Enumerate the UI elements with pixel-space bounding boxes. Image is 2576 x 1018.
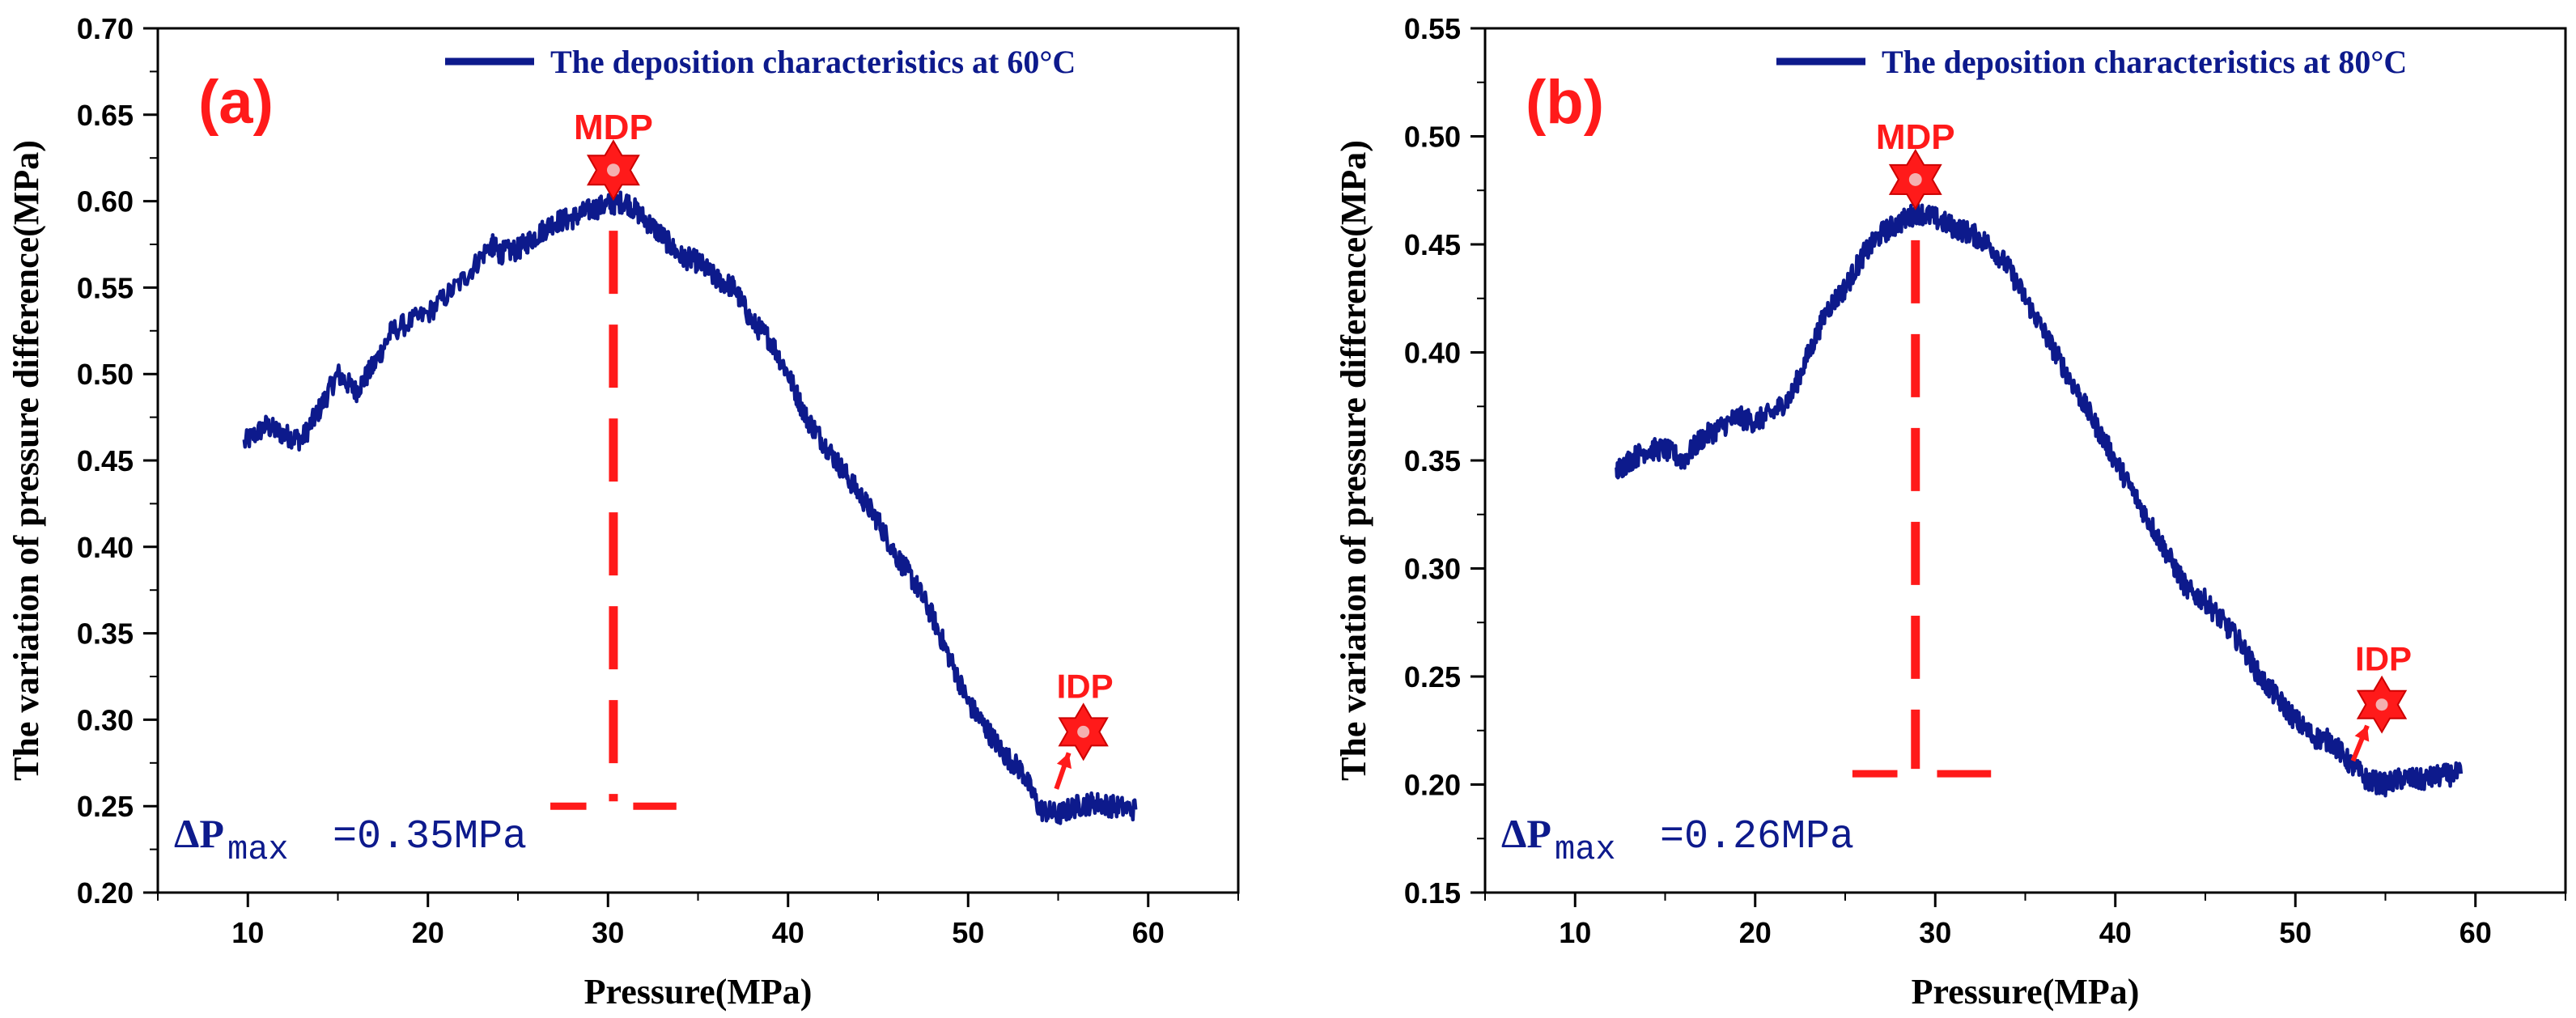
series-line bbox=[1615, 201, 2464, 798]
y-tick-label: 0.20 bbox=[1404, 769, 1461, 802]
idp-label: IDP bbox=[2355, 640, 2412, 678]
y-tick-label: 0.40 bbox=[77, 531, 134, 564]
y-tick-label: 0.45 bbox=[1404, 228, 1461, 261]
y-tick-label: 0.40 bbox=[1404, 337, 1461, 370]
y-tick-label: 0.70 bbox=[77, 12, 134, 45]
y-tick-label: 0.60 bbox=[77, 185, 134, 218]
x-tick-label: 60 bbox=[2459, 916, 2492, 949]
y-tick-label: 0.50 bbox=[77, 358, 134, 391]
x-axis-title: Pressure(MPa) bbox=[584, 972, 813, 1012]
mdp-label: MDP bbox=[574, 108, 653, 147]
x-tick-label: 60 bbox=[1132, 916, 1165, 949]
x-tick-label: 10 bbox=[1559, 916, 1591, 949]
chart-panel-a: 10 20 30 40 50 60 0.20 0.25 0.30 0.35 0.40 0.45 0.50… bbox=[6, 12, 1240, 1012]
panel-label: (b) bbox=[1526, 68, 1604, 137]
legend-label: The deposition characteristics at 80°C bbox=[1882, 44, 2407, 80]
delta-p-prefix: ΔP bbox=[174, 811, 224, 856]
y-tick-label: 0.30 bbox=[1404, 553, 1461, 586]
y-tick-label: 0.65 bbox=[77, 99, 134, 132]
mdp-label: MDP bbox=[1876, 117, 1955, 157]
delta-p-subscript: max bbox=[227, 830, 289, 869]
idp-star-core bbox=[1077, 725, 1090, 738]
plot-frame bbox=[156, 27, 1240, 894]
x-tick-label: 10 bbox=[231, 916, 264, 949]
x-tick-label: 40 bbox=[772, 916, 804, 949]
y-axis-title: The variation of pressure difference(MPa… bbox=[1334, 140, 1373, 781]
y-tick-label: 0.20 bbox=[77, 876, 134, 910]
x-tick-label: 30 bbox=[592, 916, 624, 949]
y-tick-label: 0.30 bbox=[77, 703, 134, 736]
y-tick-label: 0.55 bbox=[77, 271, 134, 304]
y-tick-label: 0.55 bbox=[1404, 12, 1461, 45]
series-line bbox=[242, 190, 1138, 825]
delta-p-subscript: max bbox=[1555, 830, 1616, 869]
y-tick-label: 0.35 bbox=[1404, 444, 1461, 477]
y-tick-label: 0.25 bbox=[1404, 660, 1461, 694]
y-tick-label: 0.50 bbox=[1404, 121, 1461, 154]
idp-star-core bbox=[2375, 698, 2388, 711]
x-tick-label: 20 bbox=[412, 916, 444, 949]
y-axis-title: The variation of pressure difference(MPa… bbox=[6, 140, 46, 781]
y-tick-label: 0.45 bbox=[77, 444, 134, 477]
x-axis-title: Pressure(MPa) bbox=[1912, 972, 2140, 1012]
x-tick-label: 30 bbox=[1919, 916, 1951, 949]
legend-label: The deposition characteristics at 60°C bbox=[550, 44, 1076, 80]
x-tick-label: 50 bbox=[952, 916, 984, 949]
delta-p-prefix: ΔP bbox=[1501, 811, 1551, 856]
mdp-star-core bbox=[607, 163, 620, 177]
idp-label: IDP bbox=[1057, 667, 1114, 705]
y-tick-label: 0.25 bbox=[77, 790, 134, 823]
chart-panel-b: 10 20 30 40 50 60 0.15 0.20 0.25 0.30 0.35 0.40 0.45… bbox=[1334, 12, 2567, 1012]
idp-arrow-head bbox=[2354, 725, 2370, 742]
delta-p-value: =0.35MPa bbox=[333, 814, 527, 860]
x-tick-label: 50 bbox=[2279, 916, 2311, 949]
x-tick-label: 40 bbox=[2099, 916, 2132, 949]
x-tick-label: 20 bbox=[1739, 916, 1772, 949]
delta-p-value: =0.26MPa bbox=[1660, 814, 1854, 860]
panel-label: (a) bbox=[198, 68, 274, 137]
y-tick-label: 0.35 bbox=[77, 617, 134, 651]
mdp-star-core bbox=[1908, 172, 1922, 186]
idp-arrow-head bbox=[1056, 753, 1072, 770]
y-tick-label: 0.15 bbox=[1404, 876, 1461, 910]
plot-frame bbox=[1483, 27, 2567, 894]
